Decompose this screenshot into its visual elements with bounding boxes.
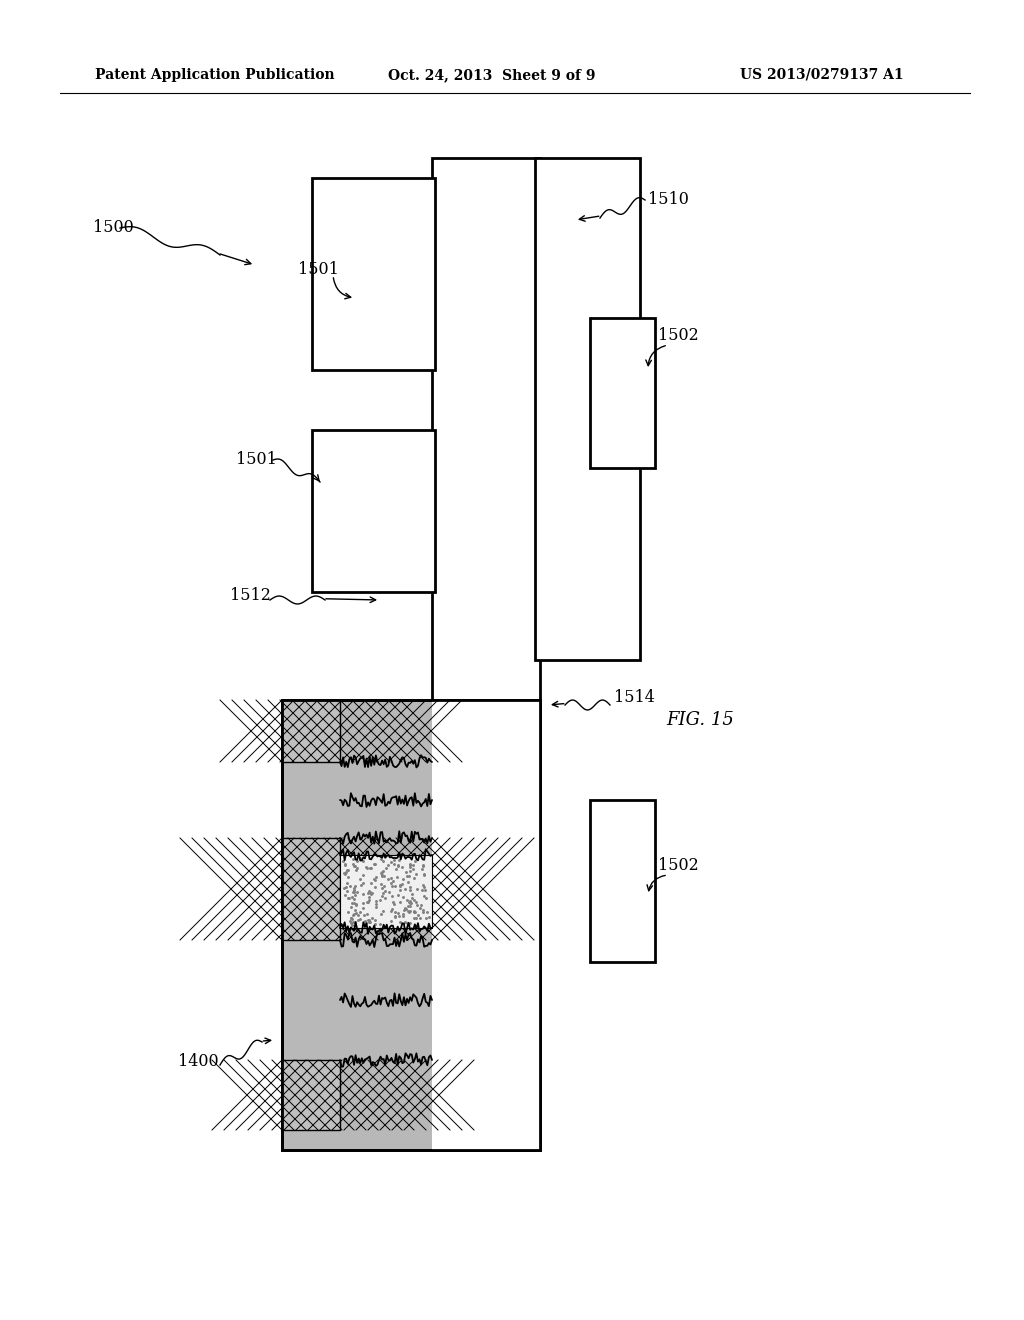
Bar [282, 838, 340, 940]
Text: 1502: 1502 [658, 857, 698, 874]
Bar [282, 700, 540, 1150]
Bar [282, 838, 340, 940]
Bar [590, 800, 655, 962]
Bar [340, 855, 432, 928]
Bar [282, 1060, 340, 1130]
Text: 1400: 1400 [178, 1053, 219, 1071]
Text: Patent Application Publication: Patent Application Publication [95, 69, 335, 82]
Text: 1514: 1514 [614, 689, 655, 706]
Text: 1501: 1501 [236, 451, 276, 469]
Text: Oct. 24, 2013  Sheet 9 of 9: Oct. 24, 2013 Sheet 9 of 9 [388, 69, 596, 82]
Bar [282, 700, 540, 1150]
Bar [282, 1060, 340, 1130]
Bar [535, 158, 640, 660]
Text: 1501: 1501 [298, 261, 339, 279]
Bar [312, 430, 435, 591]
Bar [432, 158, 540, 1150]
Bar [282, 700, 340, 762]
Text: 1512: 1512 [230, 586, 271, 603]
Bar [590, 318, 655, 469]
Bar [312, 178, 435, 370]
Bar [432, 700, 540, 1150]
Text: 1500: 1500 [93, 219, 134, 236]
Bar [282, 700, 340, 762]
Text: 1510: 1510 [648, 191, 689, 209]
Text: 1502: 1502 [658, 326, 698, 343]
Text: FIG. 15: FIG. 15 [666, 711, 734, 729]
Text: US 2013/0279137 A1: US 2013/0279137 A1 [740, 69, 903, 82]
